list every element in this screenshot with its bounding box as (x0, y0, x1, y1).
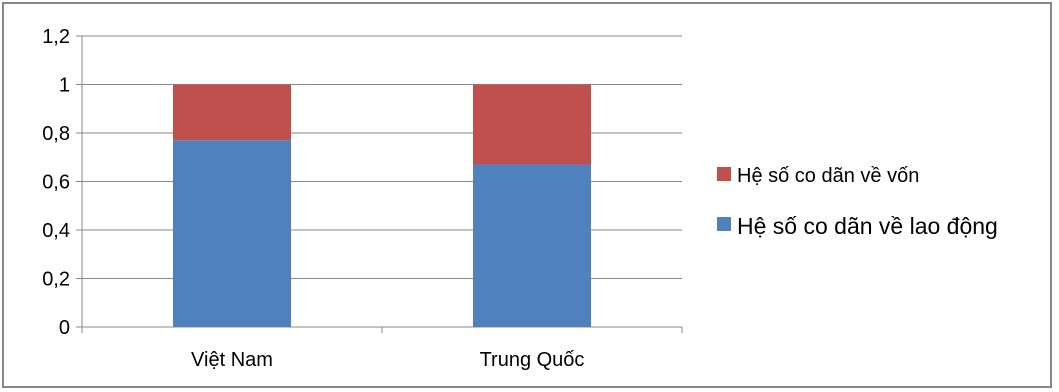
x-tick-label: Trung Quốc (480, 349, 585, 371)
y-tick-label: 1,2 (42, 26, 70, 48)
bar-segment-lao-dong (473, 164, 591, 327)
legend: Hệ số co dãn về vốn Hệ số co dãn về lao … (717, 165, 998, 239)
gridlines (82, 35, 682, 279)
legend-swatch-lao-dong (717, 217, 731, 231)
bars (173, 84, 591, 327)
y-tick-label: 0,8 (42, 123, 70, 145)
y-tick-label: 1 (59, 75, 70, 97)
y-tick-labels: 0 0,2 0,4 0,6 0,8 1 1,2 (42, 26, 70, 339)
y-tick-label: 0 (59, 317, 70, 339)
bar-segment-von (473, 84, 591, 165)
y-tick-label: 0,6 (42, 172, 70, 194)
y-tick-label: 0,2 (42, 269, 70, 291)
legend-swatch-von (717, 167, 731, 181)
y-tick-label: 0,4 (42, 220, 70, 242)
legend-label-von: Hệ số co dãn về vốn (737, 165, 919, 187)
bar-segment-von (173, 84, 291, 141)
x-tick-label: Việt Nam (191, 349, 273, 371)
x-tick-labels: Việt Nam Trung Quốc (191, 349, 584, 371)
bar-segment-lao-dong (173, 140, 291, 327)
axes (76, 35, 683, 333)
legend-label-lao-dong: Hệ số co dãn về lao động (737, 213, 998, 239)
